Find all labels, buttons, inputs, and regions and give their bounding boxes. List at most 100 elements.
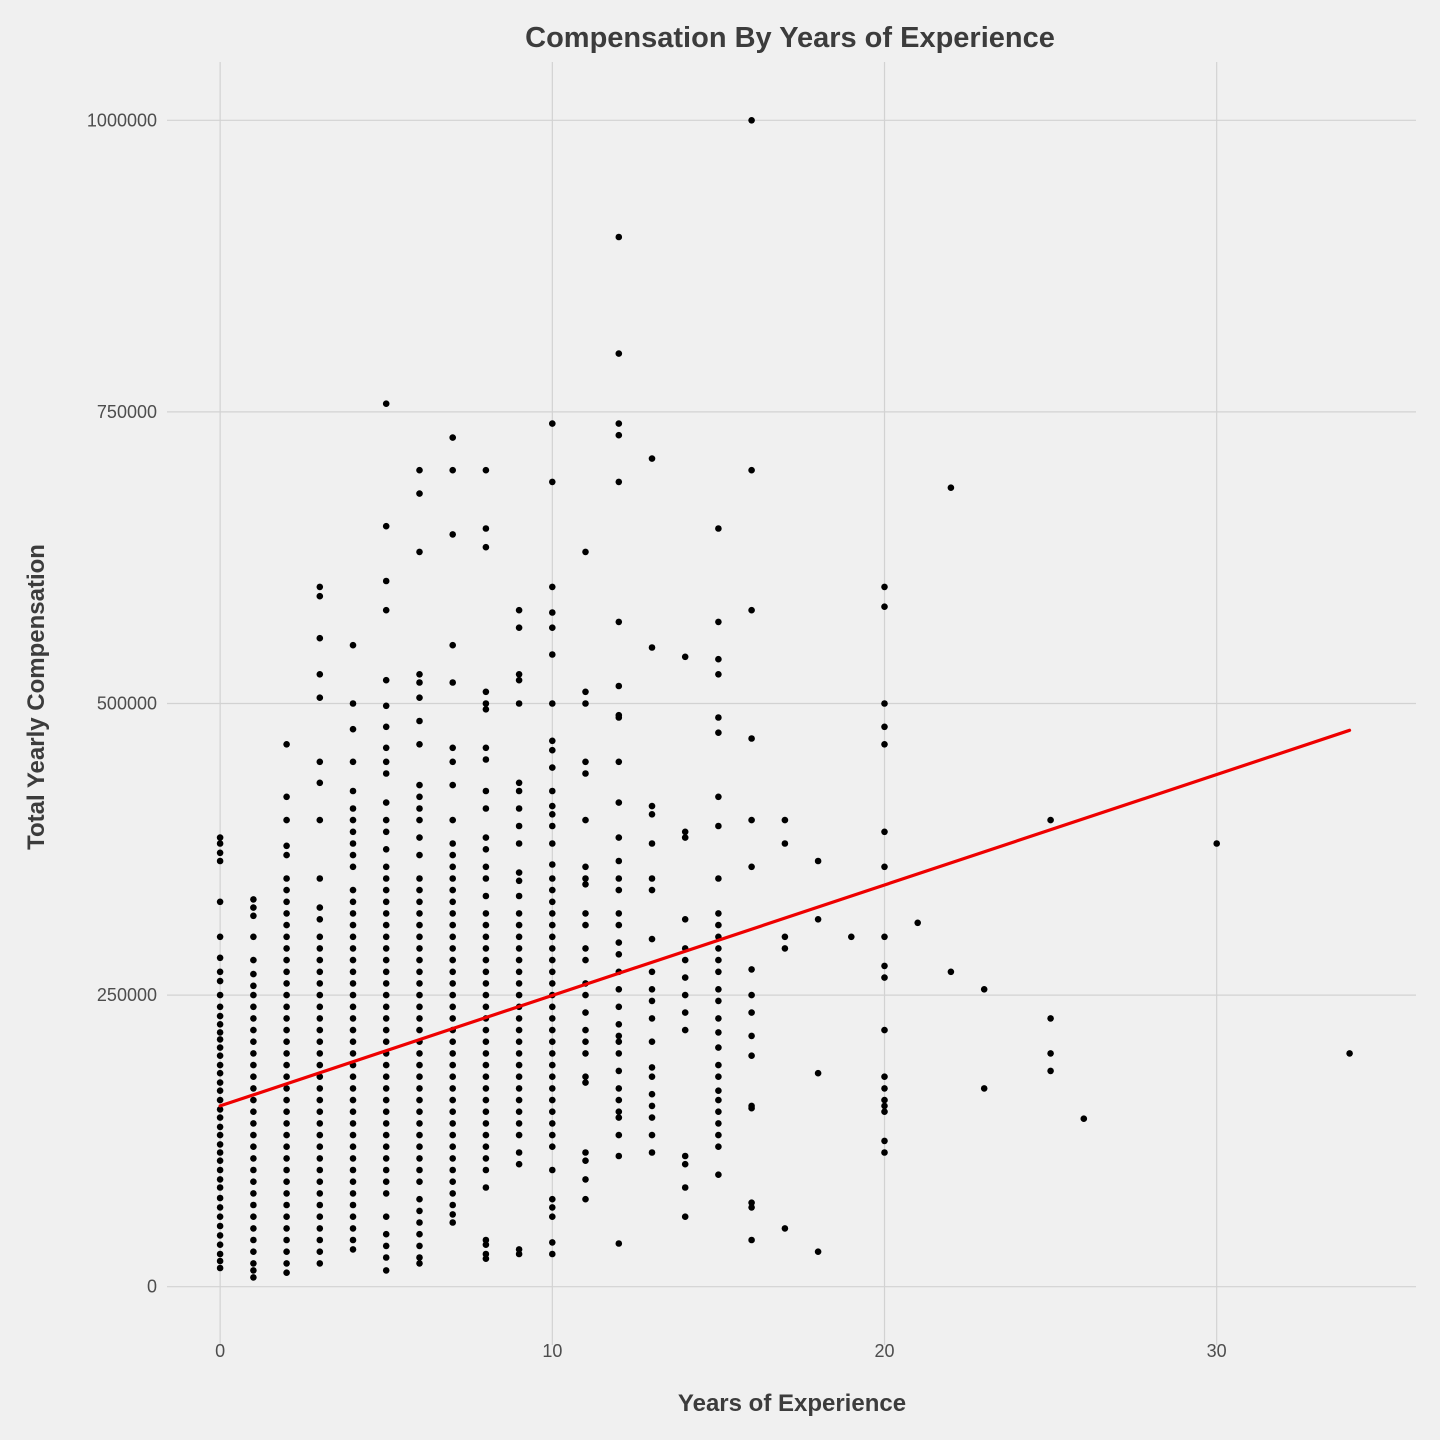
- data-point: [615, 857, 623, 865]
- data-point: [482, 1184, 490, 1191]
- y-tick-label: 250000: [97, 985, 157, 1005]
- data-point: [482, 1050, 490, 1057]
- data-point: [881, 723, 888, 731]
- data-point: [349, 945, 357, 952]
- data-point: [216, 1003, 224, 1011]
- data-point: [549, 624, 556, 631]
- data-point: [549, 1166, 556, 1174]
- data-point: [382, 1143, 390, 1150]
- data-point: [582, 1073, 589, 1080]
- data-point: [250, 1003, 257, 1011]
- data-point: [250, 1120, 257, 1127]
- data-point: [814, 1069, 822, 1077]
- data-point: [582, 945, 589, 952]
- data-point: [482, 525, 490, 532]
- data-point: [482, 980, 490, 987]
- data-point: [250, 1248, 257, 1255]
- data-point: [715, 655, 722, 663]
- data-point: [615, 1067, 623, 1075]
- data-point: [482, 892, 490, 900]
- data-point: [515, 1096, 523, 1104]
- data-point: [416, 1260, 423, 1267]
- data-point: [283, 910, 290, 917]
- x-tick-label: 20: [874, 1341, 894, 1361]
- data-point: [283, 1038, 290, 1045]
- data-point: [316, 1050, 324, 1057]
- data-point: [316, 1003, 324, 1011]
- data-point: [715, 997, 722, 1005]
- data-point: [283, 1236, 290, 1244]
- data-point: [283, 1120, 290, 1127]
- data-point: [216, 1131, 224, 1139]
- x-tick-label: 0: [215, 1341, 225, 1361]
- data-point: [482, 945, 490, 952]
- data-point: [316, 1026, 324, 1034]
- data-point: [216, 898, 224, 906]
- data-point: [250, 1096, 257, 1104]
- data-point: [449, 1201, 457, 1209]
- data-point: [250, 1213, 257, 1220]
- data-point: [316, 634, 324, 642]
- data-point: [615, 1050, 623, 1057]
- data-point: [283, 1108, 290, 1115]
- data-point: [449, 1120, 457, 1127]
- data-point: [250, 1178, 257, 1185]
- data-point: [515, 700, 523, 707]
- data-point: [316, 904, 324, 911]
- data-point: [881, 583, 888, 591]
- data-point: [615, 834, 623, 841]
- data-point: [382, 1166, 390, 1174]
- data-point: [283, 1155, 290, 1162]
- data-point: [250, 896, 257, 903]
- data-point: [250, 1108, 257, 1115]
- data-point: [349, 1166, 357, 1174]
- data-point: [648, 997, 656, 1005]
- data-point: [250, 1267, 257, 1274]
- data-point: [715, 618, 722, 626]
- data-point: [748, 466, 755, 474]
- data-point: [416, 1143, 423, 1150]
- data-point: [250, 1155, 257, 1162]
- data-point: [549, 822, 556, 830]
- data-point: [715, 525, 722, 532]
- data-point: [216, 1213, 224, 1220]
- data-point: [416, 851, 423, 859]
- data-point: [382, 606, 390, 614]
- data-point: [216, 1149, 224, 1156]
- data-point: [482, 956, 490, 964]
- data-point: [449, 875, 457, 882]
- data-point: [814, 1248, 822, 1255]
- data-point: [515, 1246, 523, 1253]
- data-point: [416, 816, 423, 824]
- data-point: [216, 840, 224, 847]
- data-point: [449, 851, 457, 859]
- data-point: [416, 1207, 423, 1215]
- data-point: [582, 1195, 589, 1203]
- data-point: [250, 1236, 257, 1244]
- data-point: [250, 1260, 257, 1267]
- data-point: [748, 863, 755, 871]
- data-point: [382, 1178, 390, 1185]
- data-point: [582, 770, 589, 777]
- x-axis-title: Years of Experience: [678, 1390, 906, 1417]
- data-point: [648, 886, 656, 894]
- data-point: [549, 875, 556, 882]
- data-point: [416, 910, 423, 917]
- data-point: [382, 863, 390, 871]
- data-point: [416, 1155, 423, 1162]
- data-point: [250, 1190, 257, 1197]
- data-point: [250, 1085, 257, 1092]
- data-point: [615, 1003, 623, 1011]
- data-point: [416, 717, 423, 725]
- data-point: [382, 1061, 390, 1069]
- data-point: [681, 1026, 689, 1034]
- data-point: [416, 741, 423, 748]
- tick-labels: 0 10 20 30 0 250000 500000 750000 1000000: [87, 110, 1227, 1361]
- data-point: [482, 968, 490, 976]
- data-point: [515, 779, 523, 787]
- data-point: [283, 1213, 290, 1220]
- data-point: [216, 1029, 224, 1036]
- data-point: [582, 700, 589, 707]
- data-point: [316, 1248, 324, 1255]
